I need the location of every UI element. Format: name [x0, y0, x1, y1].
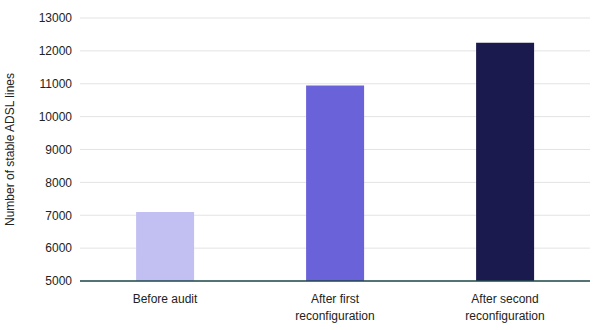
svg-text:6000: 6000 — [45, 241, 72, 255]
svg-text:Number of stable ADSL lines: Number of stable ADSL lines — [8, 73, 17, 226]
svg-text:Before audit: Before audit — [133, 292, 198, 306]
svg-text:After second: After second — [471, 292, 538, 306]
svg-text:10000: 10000 — [39, 110, 73, 124]
svg-text:After first: After first — [311, 292, 360, 306]
svg-text:reconfiguration: reconfiguration — [295, 309, 374, 323]
svg-text:8000: 8000 — [45, 176, 72, 190]
svg-text:5000: 5000 — [45, 274, 72, 288]
svg-text:11000: 11000 — [40, 77, 73, 91]
svg-text:reconfiguration: reconfiguration — [465, 309, 544, 323]
svg-text:7000: 7000 — [45, 209, 72, 223]
svg-text:9000: 9000 — [45, 143, 72, 157]
svg-text:12000: 12000 — [39, 44, 73, 58]
svg-text:13000: 13000 — [39, 11, 73, 25]
